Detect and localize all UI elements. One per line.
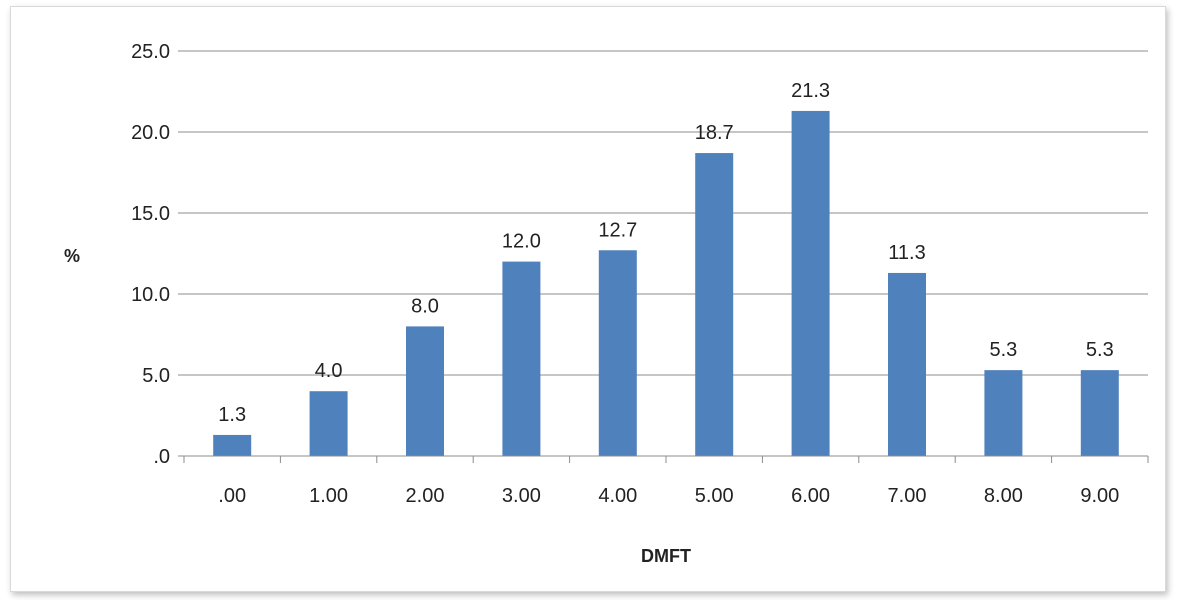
bar-data-label: 12.7 (598, 219, 637, 241)
bar (598, 250, 637, 456)
bar-data-label: 1.3 (218, 404, 246, 426)
data-labels: 1.3 4.0 8.0 12.0 12.7 18.7 21.3 11.3 5.3 5.3 (218, 80, 1113, 426)
bar (695, 153, 734, 456)
y-tick-label: 10.0 (131, 284, 170, 306)
x-tick-label: 4.00 (598, 485, 637, 507)
y-axis-title: % (64, 246, 80, 266)
y-tick-label: 5.0 (142, 365, 170, 387)
bar (984, 370, 1023, 456)
x-tick-label: 5.00 (695, 485, 734, 507)
x-tick-label: 2.00 (406, 485, 445, 507)
y-tick-label: 20.0 (131, 122, 170, 144)
bar-data-label: 18.7 (695, 122, 734, 144)
gridlines (184, 50, 1148, 376)
bar (888, 272, 926, 456)
bar-data-label: 5.3 (989, 339, 1017, 361)
y-tick-label: 15.0 (131, 203, 170, 225)
x-axis-title: DMFT (641, 546, 691, 566)
x-tick-label: .00 (218, 485, 246, 507)
bar-data-label: 12.0 (502, 231, 541, 253)
bar (213, 434, 252, 456)
bar (502, 261, 541, 456)
x-axis-ticks: .00 1.00 2.00 3.00 4.00 5.00 6.00 7.00 8.00 9.00 (183, 456, 1149, 507)
bar (309, 391, 348, 456)
bar-data-label: 21.3 (791, 80, 830, 102)
bar (406, 326, 444, 456)
bar (1080, 370, 1119, 456)
bar-data-label: 4.0 (315, 360, 343, 382)
bar-data-label: 11.3 (888, 242, 925, 264)
chart-frame (10, 6, 1166, 592)
x-tick-label: 3.00 (502, 485, 541, 507)
bar-data-label: 5.3 (1086, 339, 1114, 361)
bar (791, 110, 830, 456)
bars (213, 110, 1119, 456)
x-tick-label: 1.00 (309, 485, 348, 507)
y-axis-ticks: .0 5.0 10.0 15.0 20.0 25.0 (131, 41, 184, 468)
x-tick-label: 7.00 (888, 485, 927, 507)
bar-data-label: 8.0 (411, 295, 439, 317)
x-tick-label: 6.00 (791, 485, 830, 507)
x-tick-label: 9.00 (1080, 485, 1119, 507)
y-tick-label: .0 (153, 446, 170, 468)
y-tick-label: 25.0 (131, 41, 170, 63)
x-tick-label: 8.00 (984, 485, 1023, 507)
